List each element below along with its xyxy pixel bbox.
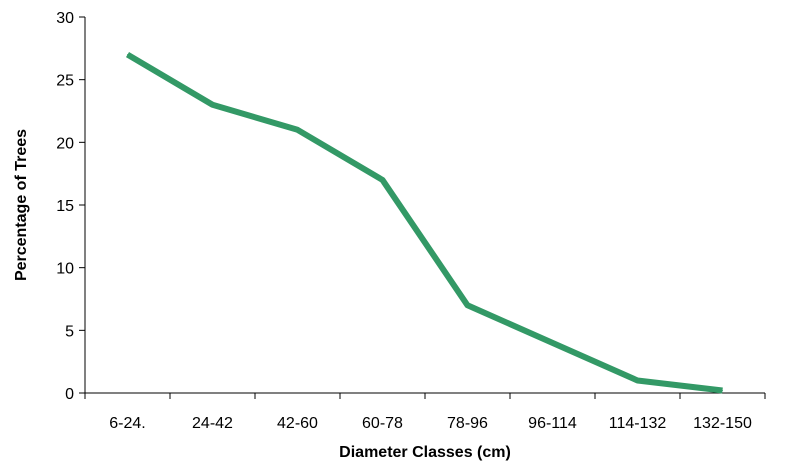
data-point — [467, 304, 468, 306]
data-point — [127, 54, 128, 56]
x-axis: 6-24. 24-42 42-60 60-78 78-96 96-114 114-132 13… — [84, 392, 766, 432]
y-tick-label: 0 — [65, 386, 74, 403]
x-tick-label: 78-96 — [447, 415, 488, 432]
data-point — [637, 379, 638, 381]
x-tick-label: 42-60 — [277, 415, 318, 432]
y-axis: 0 5 10 15 20 25 30 — [56, 10, 86, 403]
y-tick-label: 5 — [65, 323, 74, 340]
data-point — [212, 104, 213, 106]
data-point — [552, 342, 553, 344]
data-point — [382, 179, 383, 181]
y-axis-title: Percentage of Trees — [13, 129, 30, 281]
x-tick-label: 6-24. — [109, 415, 145, 432]
y-tick-label: 30 — [56, 10, 74, 27]
x-tick-label: 132-150 — [693, 415, 752, 432]
data-point — [297, 129, 298, 131]
y-tick-label: 25 — [56, 73, 74, 90]
y-tick-label: 10 — [56, 261, 74, 278]
x-tick-label: 114-132 — [609, 415, 667, 432]
series-line — [125, 52, 723, 394]
x-axis-title: Diameter Classes (cm) — [339, 444, 511, 461]
x-tick-label: 60-78 — [362, 415, 403, 432]
x-tick-label: 24-42 — [192, 415, 233, 432]
x-tick-label: 96-114 — [528, 415, 577, 432]
y-tick-label: 15 — [56, 198, 74, 215]
series-layer — [125, 52, 723, 394]
y-tick-label: 20 — [56, 135, 74, 152]
data-point — [722, 389, 723, 391]
